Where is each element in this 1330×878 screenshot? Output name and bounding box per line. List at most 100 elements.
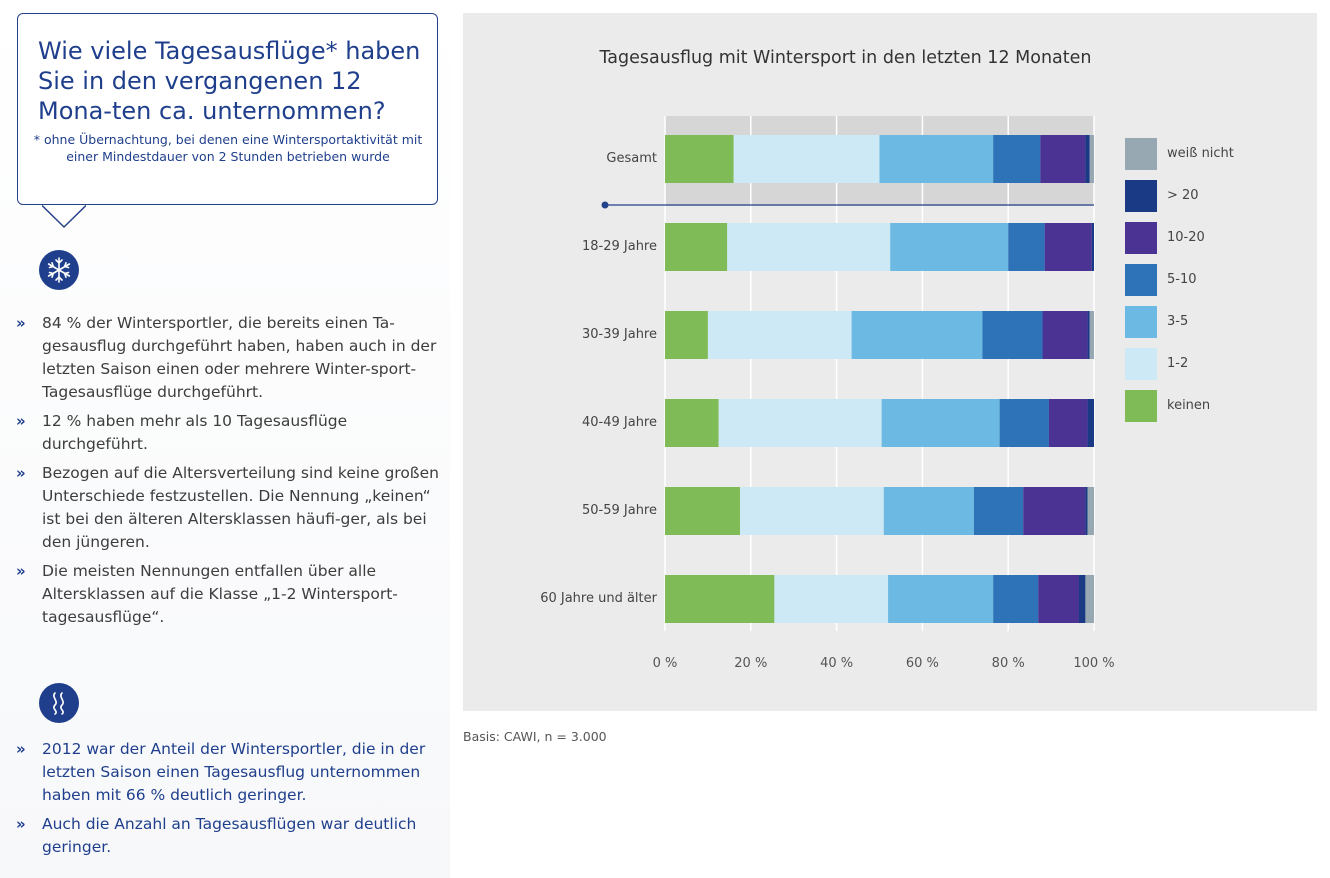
category-label: Gesamt <box>606 151 657 166</box>
legend-swatch <box>1125 138 1157 170</box>
bar-segment <box>1008 223 1045 271</box>
bar-segment <box>982 311 1043 359</box>
legend-item: > 20 <box>1125 180 1305 222</box>
bar-segment <box>1023 487 1086 535</box>
bar-segment <box>1042 311 1088 359</box>
x-tick-label: 20 % <box>734 656 768 671</box>
list-item: » 84 % der Wintersportler, die bereits ei… <box>16 314 437 401</box>
bar-segment <box>1044 223 1092 271</box>
bar-segment <box>1089 135 1094 183</box>
bar-segment <box>1040 135 1086 183</box>
bar-segment <box>733 135 880 183</box>
question-bubble: Wie viele Tagesausflüge* haben Sie in de… <box>17 13 438 205</box>
bar-segment <box>999 399 1049 447</box>
list-item: » 12 % haben mehr als 10 Tagesausflüge du… <box>16 412 348 453</box>
x-tick-label: 80 % <box>991 656 1025 671</box>
bar-segment <box>1087 399 1094 447</box>
list-item: » 2012 war der Anteil der Wintersportler,… <box>16 740 426 804</box>
bar-segment <box>890 223 1009 271</box>
bar-segment <box>774 575 889 623</box>
legend-label: 3-5 <box>1167 314 1189 329</box>
chart-legend: weiß nicht > 20 10-20 5-10 3-5 1-2 keinen <box>1125 138 1305 432</box>
bar-segment <box>665 223 728 271</box>
legend-label: 5-10 <box>1167 272 1197 287</box>
info-column: Wie viele Tagesausflüge* haben Sie in de… <box>0 0 450 878</box>
legend-swatch <box>1125 390 1157 422</box>
legend-swatch <box>1125 348 1157 380</box>
legend-item: keinen <box>1125 390 1305 432</box>
category-label: 18-29 Jahre <box>581 239 657 254</box>
legend-item: weiß nicht <box>1125 138 1305 180</box>
bar-segment <box>1085 135 1090 183</box>
bar-segment <box>1038 575 1079 623</box>
bar-segment <box>1091 223 1094 271</box>
double-chevron-icon: » <box>16 562 26 580</box>
basis-note: Basis: CAWI, n = 3.000 <box>463 729 607 744</box>
bubble-tail <box>42 205 86 229</box>
legend-label: 1-2 <box>1167 356 1189 371</box>
bar-segment <box>727 223 891 271</box>
bar-segment <box>665 399 719 447</box>
snowflake-icon <box>39 250 79 290</box>
legend-label: weiß nicht <box>1167 146 1234 161</box>
bar-segment <box>881 399 1000 447</box>
legend-swatch <box>1125 306 1157 338</box>
bar-segment <box>851 311 983 359</box>
category-label: 40-49 Jahre <box>581 415 657 430</box>
question-footnote: * ohne Übernachtung, bei denen eine Wint… <box>33 132 423 164</box>
bar-segment <box>993 135 1041 183</box>
bar-segment <box>1048 399 1088 447</box>
bar-segment <box>1087 311 1090 359</box>
bar-segment <box>1085 575 1094 623</box>
bar-segment <box>665 311 708 359</box>
bar-segment <box>883 487 974 535</box>
category-label: 50-59 Jahre <box>581 503 657 518</box>
separator-dot <box>601 201 609 209</box>
double-chevron-icon: » <box>16 314 26 332</box>
double-chevron-icon: » <box>16 740 26 758</box>
legend-swatch <box>1125 180 1157 212</box>
category-label: 60 Jahre und älter <box>540 591 657 606</box>
chart-plot <box>601 116 1095 631</box>
legend-item: 1-2 <box>1125 348 1305 390</box>
double-chevron-icon: » <box>16 412 26 430</box>
wind-waves-icon <box>39 683 79 723</box>
legend-label: > 20 <box>1167 188 1199 203</box>
comparison-list: » 2012 war der Anteil der Wintersportler,… <box>16 738 441 865</box>
bar-segment <box>665 135 734 183</box>
bar-segment <box>665 575 775 623</box>
legend-swatch <box>1125 264 1157 296</box>
bar-segment <box>718 399 882 447</box>
chart-title: Tagesausflug mit Wintersport in den letz… <box>599 48 1092 68</box>
bar-segment <box>1087 487 1094 535</box>
double-chevron-icon: » <box>16 464 26 482</box>
bar-segment <box>1078 575 1086 623</box>
double-chevron-icon: » <box>16 815 26 833</box>
bar-segment <box>665 487 741 535</box>
category-label: 30-39 Jahre <box>581 327 657 342</box>
list-item: » Bezogen auf die Altersverteilung sind k… <box>16 464 439 551</box>
bar-segment <box>707 311 852 359</box>
list-item: » Die meisten Nennungen entfallen über al… <box>16 562 398 626</box>
legend-item: 10-20 <box>1125 222 1305 264</box>
bar-segment <box>888 575 994 623</box>
findings-list: » 84 % der Wintersportler, die bereits ei… <box>16 312 441 635</box>
legend-item: 5-10 <box>1125 264 1305 306</box>
legend-label: keinen <box>1167 398 1211 413</box>
x-tick-label: 0 % <box>652 656 678 671</box>
bar-segment <box>1089 311 1094 359</box>
x-tick-label: 100 % <box>1073 656 1115 671</box>
x-tick-label: 60 % <box>905 656 939 671</box>
bar-segment <box>1085 487 1088 535</box>
legend-swatch <box>1125 222 1157 254</box>
legend-label: 10-20 <box>1167 230 1205 245</box>
bar-segment <box>879 135 994 183</box>
bar-segment <box>973 487 1024 535</box>
question-title: Wie viele Tagesausflüge* haben Sie in de… <box>38 37 421 125</box>
bar-segment <box>740 487 884 535</box>
list-item: » Auch die Anzahl an Tagesausflügen war d… <box>16 815 417 856</box>
x-tick-label: 40 % <box>820 656 854 671</box>
chart-panel: Tagesausflug mit Wintersport in den letz… <box>463 13 1317 711</box>
legend-item: 3-5 <box>1125 306 1305 348</box>
bar-segment <box>993 575 1039 623</box>
